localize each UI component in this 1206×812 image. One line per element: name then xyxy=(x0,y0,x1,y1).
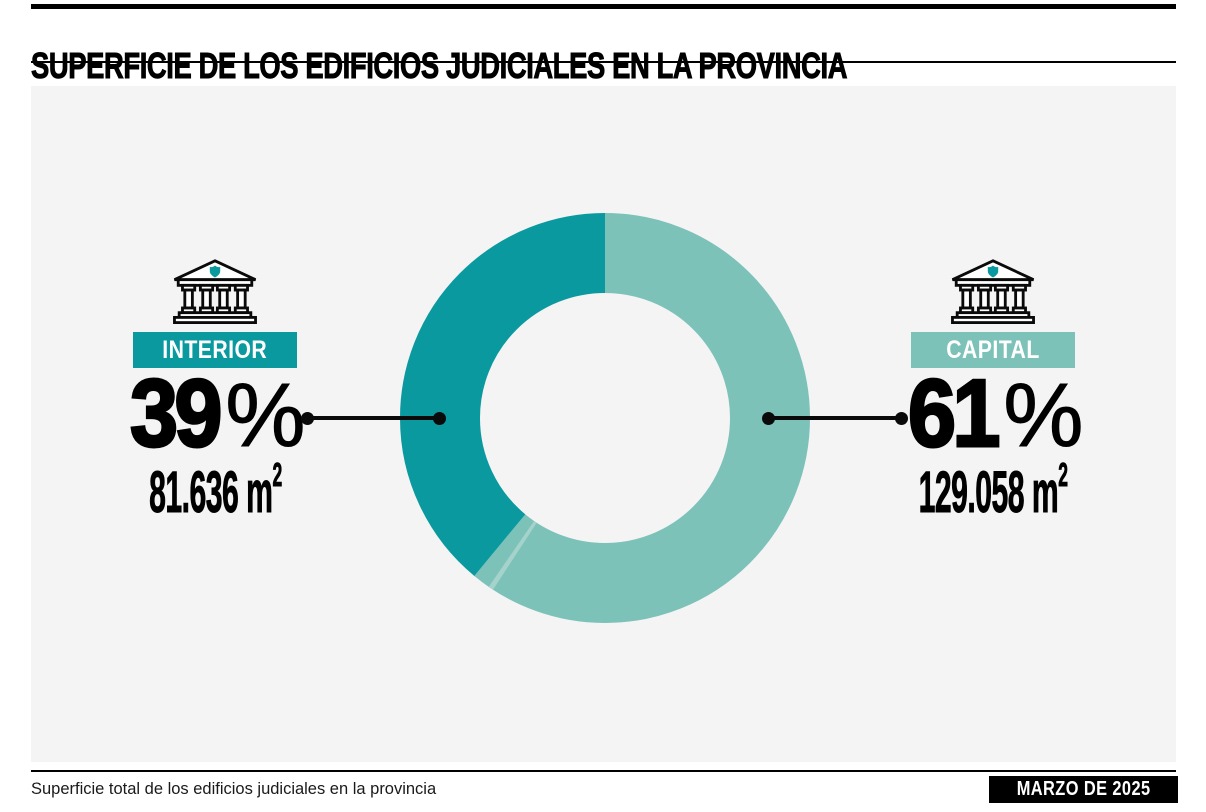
connector-dot xyxy=(895,411,908,425)
chart-card: INTERIOR 39% 81.636 m2 xyxy=(31,86,1176,762)
capital-callout: CAPITAL 61% 129.058 m2 xyxy=(843,258,1143,522)
footer-source-text: Superficie total de los edificios judici… xyxy=(31,779,437,798)
interior-percent: 39% xyxy=(65,360,365,467)
date-badge-text: MARZO DE 2025 xyxy=(1016,778,1151,800)
connector-dot xyxy=(433,411,446,425)
interior-area: 81.636 m2 xyxy=(65,458,365,522)
capital-area-exponent: 2 xyxy=(1058,457,1068,495)
date-badge: MARZO DE 2025 xyxy=(988,776,1178,803)
interior-label-bar: INTERIOR xyxy=(133,332,297,368)
courthouse-icon xyxy=(951,259,1035,324)
interior-area-exponent: 2 xyxy=(272,457,282,495)
interior-percent-sign: % xyxy=(225,366,306,466)
page-title: SUPERFICIE DE LOS EDIFICIOS JUDICIALES E… xyxy=(31,45,848,87)
capital-area: 129.058 m2 xyxy=(843,458,1143,522)
capital-percent-value: 61 xyxy=(906,360,1001,467)
connector-dot xyxy=(301,411,314,425)
interior-connector-line xyxy=(301,411,446,425)
shield-emblem-icon xyxy=(209,265,221,278)
top-rule xyxy=(31,4,1176,9)
capital-connector-line xyxy=(762,411,908,425)
capital-percent: 61% xyxy=(843,360,1143,467)
title-underline xyxy=(31,61,1176,63)
interior-callout: INTERIOR 39% 81.636 m2 xyxy=(65,258,365,522)
capital-label-bar: CAPITAL xyxy=(911,332,1075,368)
connector-dot xyxy=(762,411,775,425)
interior-percent-value: 39 xyxy=(128,360,223,467)
capital-label: CAPITAL xyxy=(946,336,1040,364)
capital-area-value: 129.058 m xyxy=(918,460,1059,526)
shield-emblem-icon xyxy=(987,265,999,278)
courthouse-icon xyxy=(173,259,257,324)
interior-label: INTERIOR xyxy=(162,336,268,364)
footer-rule xyxy=(31,770,1176,772)
interior-area-value: 81.636 m xyxy=(148,460,273,526)
capital-percent-sign: % xyxy=(1003,366,1084,466)
donut-chart xyxy=(400,213,810,623)
